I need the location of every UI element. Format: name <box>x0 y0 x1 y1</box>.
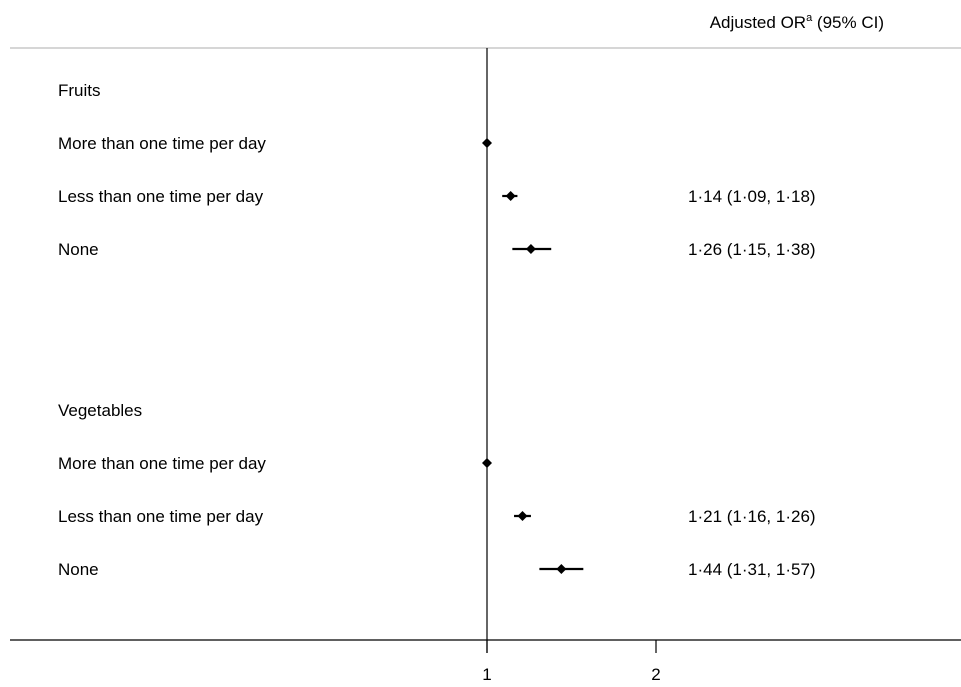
x-tick-label: 1 <box>482 665 491 684</box>
column-header-superscript: a <box>806 12 813 24</box>
row-label: Less than one time per day <box>58 187 264 206</box>
column-header-prefix: Adjusted OR <box>710 13 806 32</box>
row-label: None <box>58 240 99 259</box>
point-estimate-marker <box>482 138 492 148</box>
row-label: More than one time per day <box>58 134 266 153</box>
point-estimate-marker <box>517 511 528 521</box>
row-label: More than one time per day <box>58 454 266 473</box>
forest-rows: Fruits More than one time per day Less tha… <box>58 81 816 579</box>
group-label: Vegetables <box>58 401 142 420</box>
estimate-text: 1·14 (1·09, 1·18) <box>688 187 816 206</box>
point-estimate-marker <box>505 191 516 201</box>
point-estimate-marker <box>525 244 536 254</box>
row-label: None <box>58 560 99 579</box>
x-tick-label: 2 <box>651 665 660 684</box>
group-label: Fruits <box>58 81 101 100</box>
estimate-text: 1·44 (1·31, 1·57) <box>688 560 816 579</box>
column-header: Adjusted ORa (95% CI) <box>710 12 884 32</box>
point-estimate-marker <box>556 564 567 574</box>
column-header-suffix: (95% CI) <box>812 13 884 32</box>
point-estimate-marker <box>482 458 492 468</box>
estimate-text: 1·21 (1·16, 1·26) <box>688 507 816 526</box>
estimate-text: 1·26 (1·15, 1·38) <box>688 240 816 259</box>
row-label: Less than one time per day <box>58 507 264 526</box>
